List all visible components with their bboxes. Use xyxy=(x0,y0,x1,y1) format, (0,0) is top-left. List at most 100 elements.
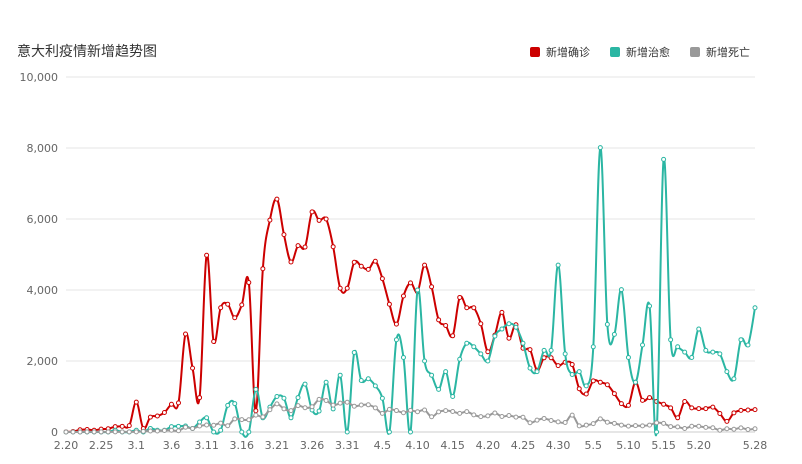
data-point[interactable] xyxy=(618,422,624,428)
data-point[interactable] xyxy=(372,405,378,411)
data-point[interactable] xyxy=(281,395,287,401)
data-point[interactable] xyxy=(710,425,716,431)
data-point[interactable] xyxy=(372,383,378,389)
data-point[interactable] xyxy=(379,410,385,416)
data-point[interactable] xyxy=(365,266,371,272)
data-point[interactable] xyxy=(393,321,399,327)
data-point[interactable] xyxy=(253,386,259,392)
data-point[interactable] xyxy=(710,349,716,355)
data-point[interactable] xyxy=(675,344,681,350)
data-point[interactable] xyxy=(710,404,716,410)
data-point[interactable] xyxy=(696,406,702,412)
data-point[interactable] xyxy=(478,321,484,327)
data-point[interactable] xyxy=(288,408,294,414)
data-point[interactable] xyxy=(77,429,83,435)
data-point[interactable] xyxy=(689,405,695,411)
data-point[interactable] xyxy=(274,196,280,202)
data-point[interactable] xyxy=(295,395,301,401)
data-point[interactable] xyxy=(119,423,125,429)
data-point[interactable] xyxy=(569,412,575,418)
data-point[interactable] xyxy=(675,415,681,421)
data-point[interactable] xyxy=(506,321,512,327)
data-point[interactable] xyxy=(372,258,378,264)
data-point[interactable] xyxy=(197,395,203,401)
data-point[interactable] xyxy=(731,426,737,432)
data-point[interactable] xyxy=(583,391,589,397)
data-point[interactable] xyxy=(450,394,456,399)
data-point[interactable] xyxy=(443,369,449,375)
data-point[interactable] xyxy=(640,342,646,348)
data-point[interactable] xyxy=(126,429,132,435)
data-point[interactable] xyxy=(232,416,238,422)
data-point[interactable] xyxy=(295,243,301,249)
data-point[interactable] xyxy=(640,397,646,403)
data-point[interactable] xyxy=(555,262,561,268)
data-point[interactable] xyxy=(583,383,589,389)
data-point[interactable] xyxy=(98,429,104,435)
data-point[interactable] xyxy=(175,428,181,434)
data-point[interactable] xyxy=(717,411,723,417)
data-point[interactable] xyxy=(91,429,97,435)
data-point[interactable] xyxy=(541,347,547,353)
data-point[interactable] xyxy=(358,402,364,408)
data-point[interactable] xyxy=(337,285,343,291)
data-point[interactable] xyxy=(724,369,730,375)
data-point[interactable] xyxy=(675,424,681,430)
data-point[interactable] xyxy=(330,402,336,408)
data-point[interactable] xyxy=(358,263,364,269)
data-point[interactable] xyxy=(632,379,638,385)
data-point[interactable] xyxy=(703,406,709,412)
data-point[interactable] xyxy=(253,408,259,414)
data-point[interactable] xyxy=(668,424,674,430)
data-point[interactable] xyxy=(703,424,709,430)
data-point[interactable] xyxy=(457,410,463,416)
data-point[interactable] xyxy=(316,408,322,414)
data-point[interactable] xyxy=(527,420,533,426)
data-point[interactable] xyxy=(576,423,582,429)
data-point[interactable] xyxy=(668,337,674,343)
data-point[interactable] xyxy=(632,423,638,429)
data-point[interactable] xyxy=(499,413,505,419)
data-point[interactable] xyxy=(443,323,449,328)
data-point[interactable] xyxy=(175,400,181,406)
data-point[interactable] xyxy=(267,217,273,223)
data-point[interactable] xyxy=(527,365,533,371)
data-point[interactable] xyxy=(239,417,245,423)
data-point[interactable] xyxy=(281,406,287,412)
data-point[interactable] xyxy=(604,382,610,388)
data-point[interactable] xyxy=(457,356,463,362)
data-point[interactable] xyxy=(246,417,252,423)
data-point[interactable] xyxy=(379,395,385,401)
data-point[interactable] xyxy=(337,400,343,406)
data-point[interactable] xyxy=(597,145,603,151)
data-point[interactable] xyxy=(647,303,653,309)
data-point[interactable] xyxy=(724,426,730,432)
data-point[interactable] xyxy=(281,232,287,238)
data-point[interactable] xyxy=(408,280,413,286)
data-point[interactable] xyxy=(506,413,512,419)
data-point[interactable] xyxy=(295,403,301,409)
data-point[interactable] xyxy=(309,404,315,410)
data-point[interactable] xyxy=(218,427,224,433)
data-point[interactable] xyxy=(436,386,442,392)
data-point[interactable] xyxy=(422,407,428,413)
data-point[interactable] xyxy=(351,349,357,355)
data-point[interactable] xyxy=(597,379,603,385)
data-point[interactable] xyxy=(316,396,322,402)
data-point[interactable] xyxy=(429,284,435,290)
data-point[interactable] xyxy=(422,262,428,268)
data-point[interactable] xyxy=(640,423,646,429)
data-point[interactable] xyxy=(661,156,667,162)
data-point[interactable] xyxy=(611,391,617,397)
data-point[interactable] xyxy=(562,419,568,425)
data-point[interactable] xyxy=(429,372,435,378)
legend-item-deaths[interactable]: 新增死亡 xyxy=(690,44,750,60)
data-point[interactable] xyxy=(218,305,224,311)
data-point[interactable] xyxy=(246,429,252,435)
data-point[interactable] xyxy=(485,358,491,364)
data-point[interactable] xyxy=(611,331,617,337)
data-point[interactable] xyxy=(555,419,561,425)
data-point[interactable] xyxy=(211,429,217,435)
data-point[interactable] xyxy=(513,414,519,420)
data-point[interactable] xyxy=(274,401,280,407)
